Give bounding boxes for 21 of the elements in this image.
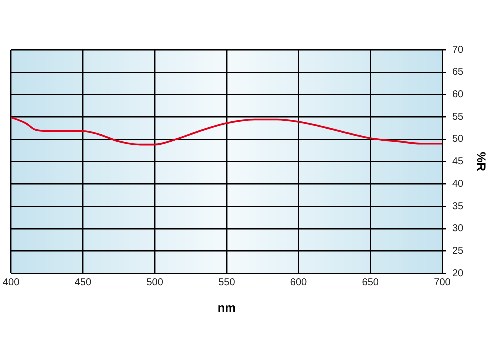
y-tick-label: 35: [452, 201, 464, 212]
y-axis-title: %R: [474, 152, 488, 172]
line-series: [11, 116, 442, 146]
x-tick-label: 700: [434, 277, 452, 288]
y-tick-label: 25: [452, 246, 464, 257]
y-tick-label: 45: [452, 156, 464, 168]
x-axis-title: nm: [218, 301, 236, 316]
y-tick-label: 65: [452, 67, 464, 78]
x-tick-label: 650: [362, 277, 380, 288]
x-tick-label: 550: [218, 277, 236, 288]
x-tick-label: 450: [74, 277, 92, 288]
x-tick-label: 600: [290, 277, 308, 288]
y-tick-label: 20: [452, 268, 464, 280]
y-tick-label: 55: [452, 112, 464, 123]
x-tick-label: 500: [146, 277, 164, 288]
y-tick-label: 60: [452, 89, 464, 100]
y-tick-label: 70: [452, 44, 464, 56]
y-tick-label: 30: [452, 224, 464, 235]
y-tick-label: 50: [452, 134, 464, 146]
x-tick-label: 400: [3, 277, 20, 288]
y-tick-label: 40: [452, 178, 464, 190]
